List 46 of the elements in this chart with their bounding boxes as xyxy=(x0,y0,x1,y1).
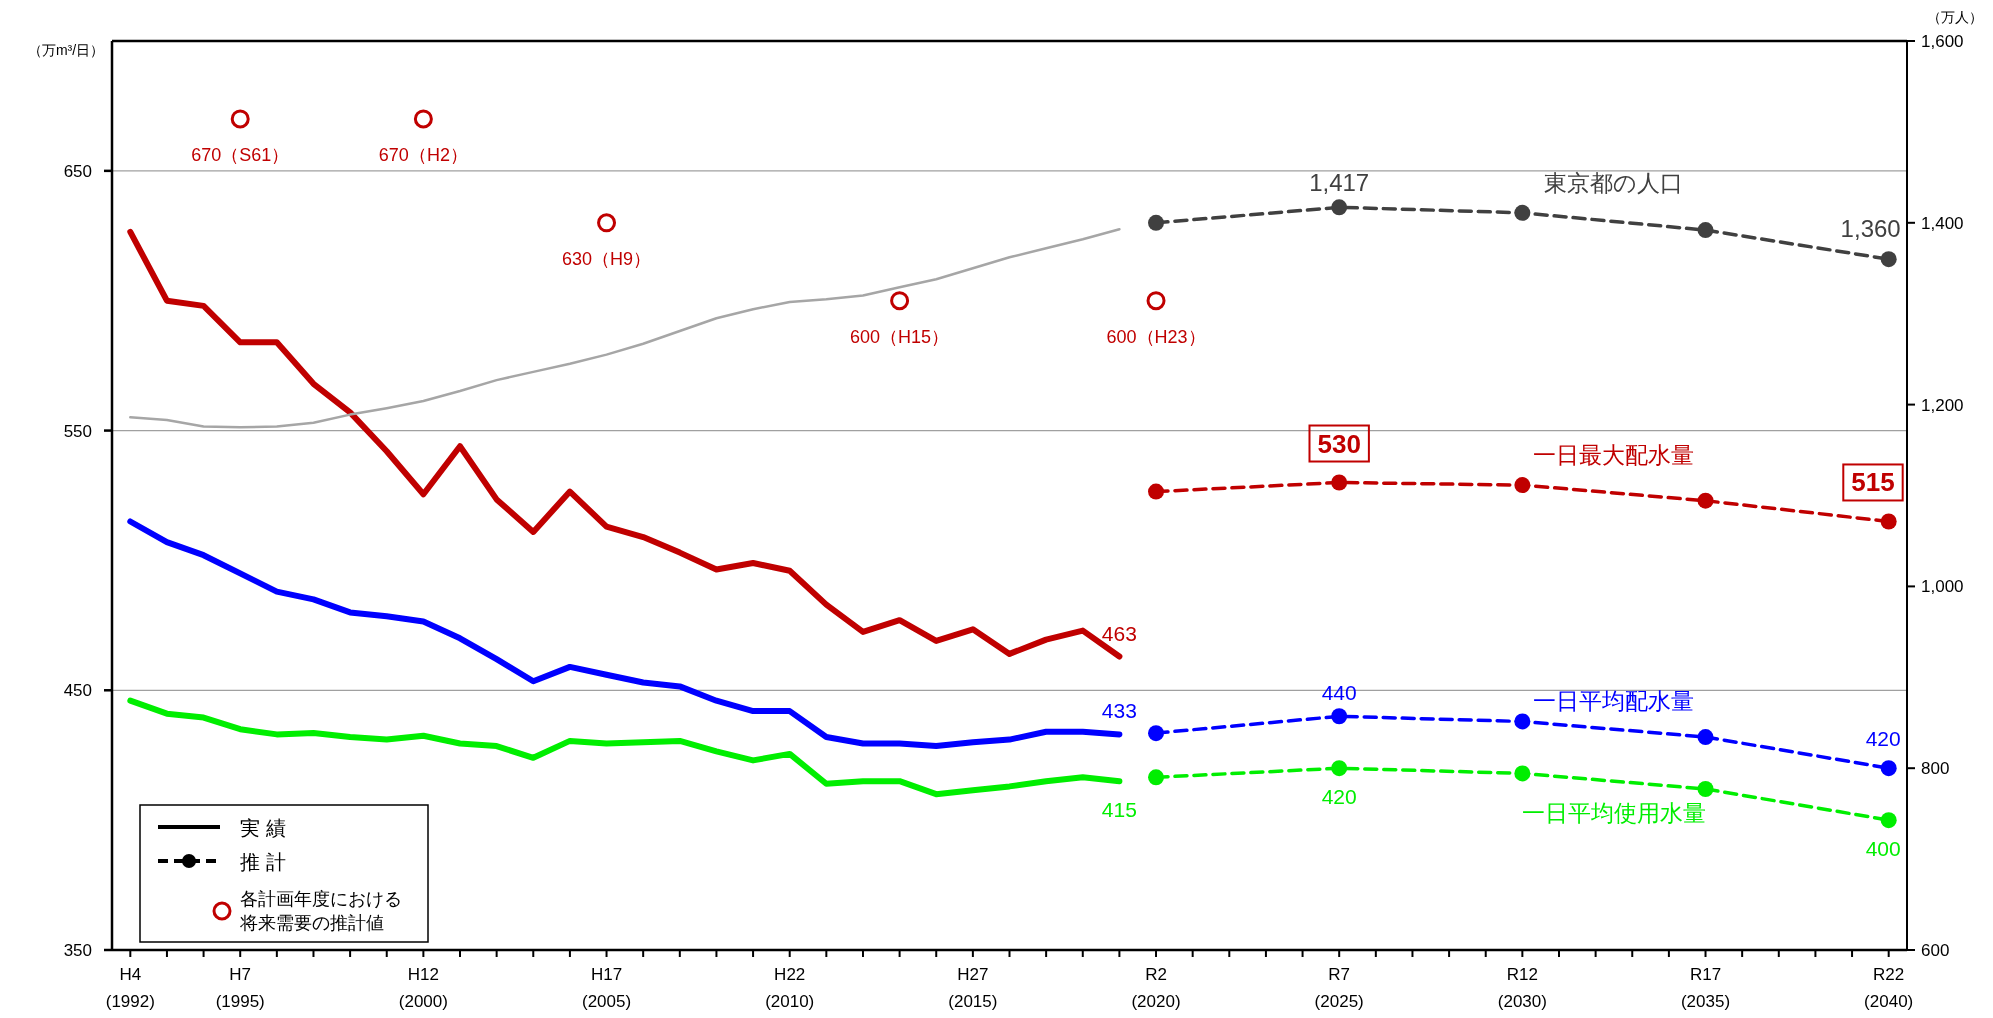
data-label: 530 xyxy=(1317,428,1361,459)
series-label: 一日最大配水量 xyxy=(1533,441,1695,468)
series-label: 東京都の人口 xyxy=(1544,170,1684,197)
x-tick-label: H27 (2015) xyxy=(948,965,998,1011)
y-tick-label: 350 xyxy=(63,941,92,960)
x-tick-label: H17 (2005) xyxy=(581,965,632,1011)
data-label: 600（H23） xyxy=(1106,326,1206,347)
data-label: 670（H2） xyxy=(378,144,468,165)
x-tick-label: R17 (2035) xyxy=(1680,965,1731,1011)
legend-label: 各計画年度における将来需要の推計値 xyxy=(239,889,402,933)
data-label: 400 xyxy=(1865,837,1901,861)
data-label: 440 xyxy=(1321,681,1357,705)
y2-tick-label: 1,000 xyxy=(1921,577,1964,597)
data-label: 1,360 xyxy=(1840,215,1901,243)
data-label: 463 xyxy=(1101,621,1137,645)
data-label: 600（H15） xyxy=(850,326,950,347)
y2-tick-label: 800 xyxy=(1921,759,1950,779)
x-tick-label: R12 (2030) xyxy=(1497,965,1547,1011)
annotation: 推 計 xyxy=(240,851,286,873)
y2-tick-label: 1,600 xyxy=(1921,32,1964,51)
y-axis-title: （万m³/日） xyxy=(27,42,105,58)
data-label: 670（S61） xyxy=(191,144,290,165)
series-label: 一日平均使用水量 xyxy=(1521,800,1706,827)
data-label: 420 xyxy=(1865,727,1901,751)
y-tick-label: 650 xyxy=(63,161,92,181)
data-label: 420 xyxy=(1321,785,1357,809)
y-tick-label: 550 xyxy=(63,421,92,441)
y2-tick-label: 1,200 xyxy=(1921,395,1964,415)
x-tick-label: R2 (2020) xyxy=(1131,965,1181,1011)
data-label: 433 xyxy=(1101,699,1137,723)
y2-axis-title: （万人） xyxy=(1927,9,1983,25)
x-tick-label: H7 (1995) xyxy=(215,965,265,1011)
y2-tick-label: 1,400 xyxy=(1921,213,1964,233)
x-tick-label: H12 (2000) xyxy=(398,965,448,1011)
data-label: 515 xyxy=(1851,467,1895,498)
data-label: 630（H9） xyxy=(562,248,652,269)
data-label: 415 xyxy=(1101,798,1137,822)
annotation: 実 績 xyxy=(240,817,286,839)
y-tick-label: 450 xyxy=(63,681,92,701)
data-label: 1,417 xyxy=(1309,169,1370,197)
series-label: 一日平均配水量 xyxy=(1533,688,1695,715)
x-tick-label: H4 (1992) xyxy=(105,965,155,1011)
x-tick-label: R7 (2025) xyxy=(1314,965,1364,1011)
x-tick-label: R22 (2040) xyxy=(1864,965,1914,1011)
x-tick-label: H22 (2010) xyxy=(765,965,815,1011)
y2-tick-label: 600 xyxy=(1921,941,1950,960)
